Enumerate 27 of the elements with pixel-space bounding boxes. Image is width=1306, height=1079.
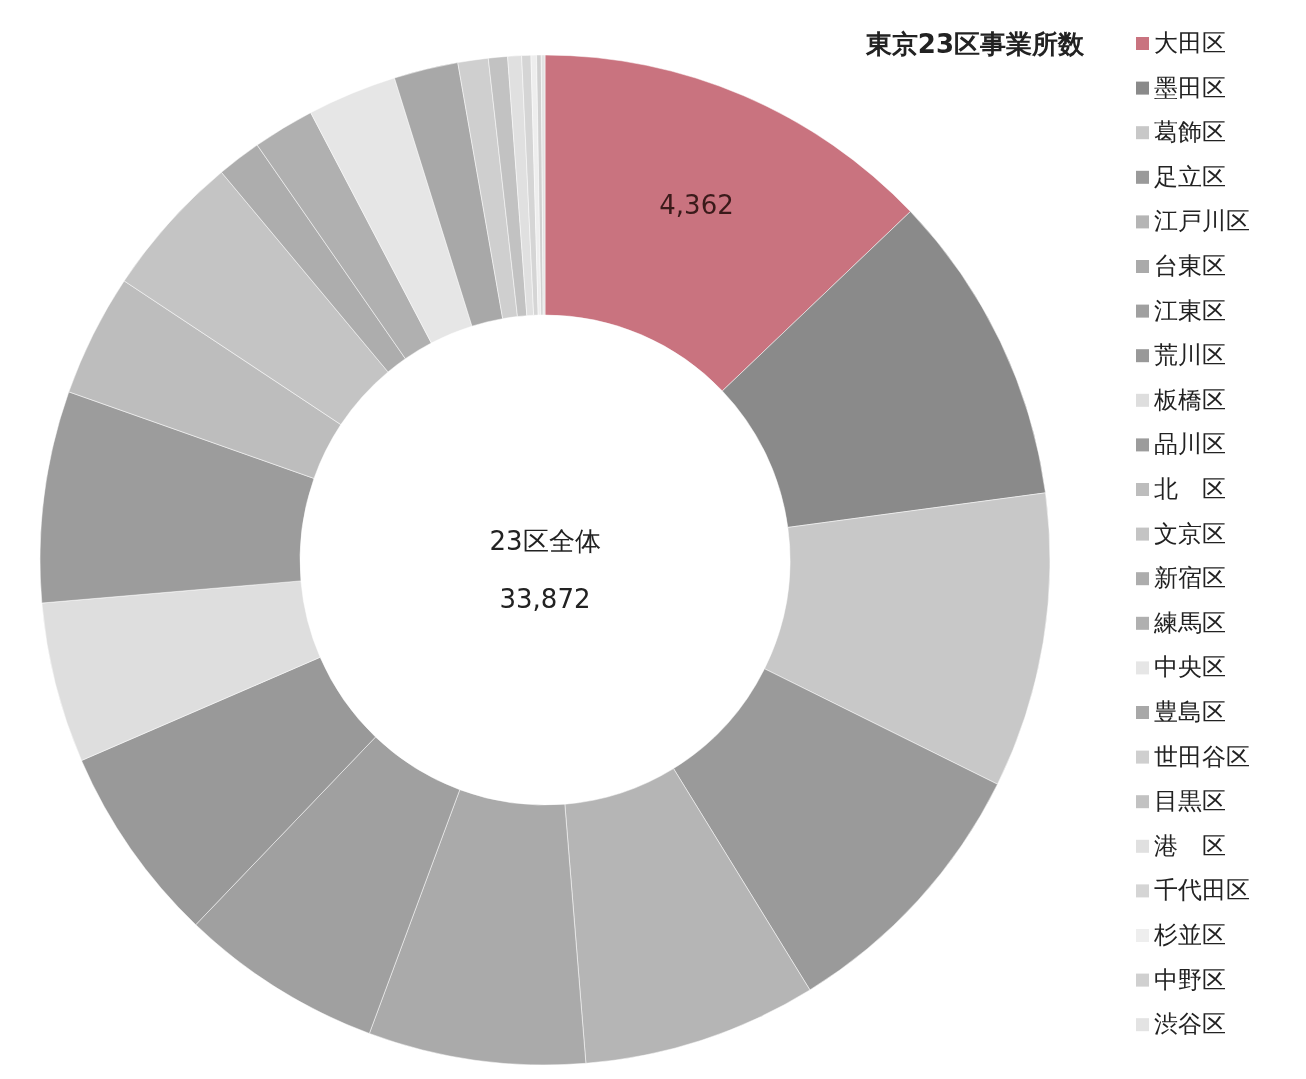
- legend-label: 中央区: [1154, 653, 1226, 682]
- legend-label: 新宿区: [1154, 564, 1226, 593]
- legend-label: 中野区: [1154, 965, 1226, 994]
- legend-label: 世田谷区: [1154, 742, 1250, 771]
- chart-title: 東京23区事業所数: [864, 28, 1085, 59]
- legend-label: 墨田区: [1154, 73, 1226, 102]
- legend-label: 大田区: [1154, 29, 1226, 57]
- legend-label: 渋谷区: [1154, 1010, 1226, 1039]
- legend-label: 目黒区: [1154, 787, 1226, 816]
- legend-label: 豊島区: [1154, 698, 1226, 726]
- legend-label: 江戸川区: [1154, 207, 1250, 236]
- legend-label: 練馬区: [1153, 608, 1226, 637]
- legend-label: 港 区: [1154, 831, 1226, 860]
- legend-label: 足立区: [1154, 162, 1226, 191]
- legend-label: 品川区: [1154, 430, 1226, 459]
- legend-label: 荒川区: [1154, 341, 1226, 370]
- data-label: 4,362: [659, 189, 734, 220]
- legend-label: 板橋区: [1153, 385, 1226, 414]
- legend-label: 葛飾区: [1154, 118, 1226, 147]
- text: 23区全体: [489, 525, 601, 556]
- legend-label: 江東区: [1154, 296, 1226, 325]
- text: 33,872: [499, 583, 591, 614]
- legend-label: 千代田区: [1154, 876, 1250, 905]
- legend-label: 文京区: [1154, 519, 1226, 548]
- legend-label: 北 区: [1154, 475, 1226, 503]
- legend-label: 台東区: [1154, 252, 1226, 280]
- legend-label: 杉並区: [1153, 921, 1226, 949]
